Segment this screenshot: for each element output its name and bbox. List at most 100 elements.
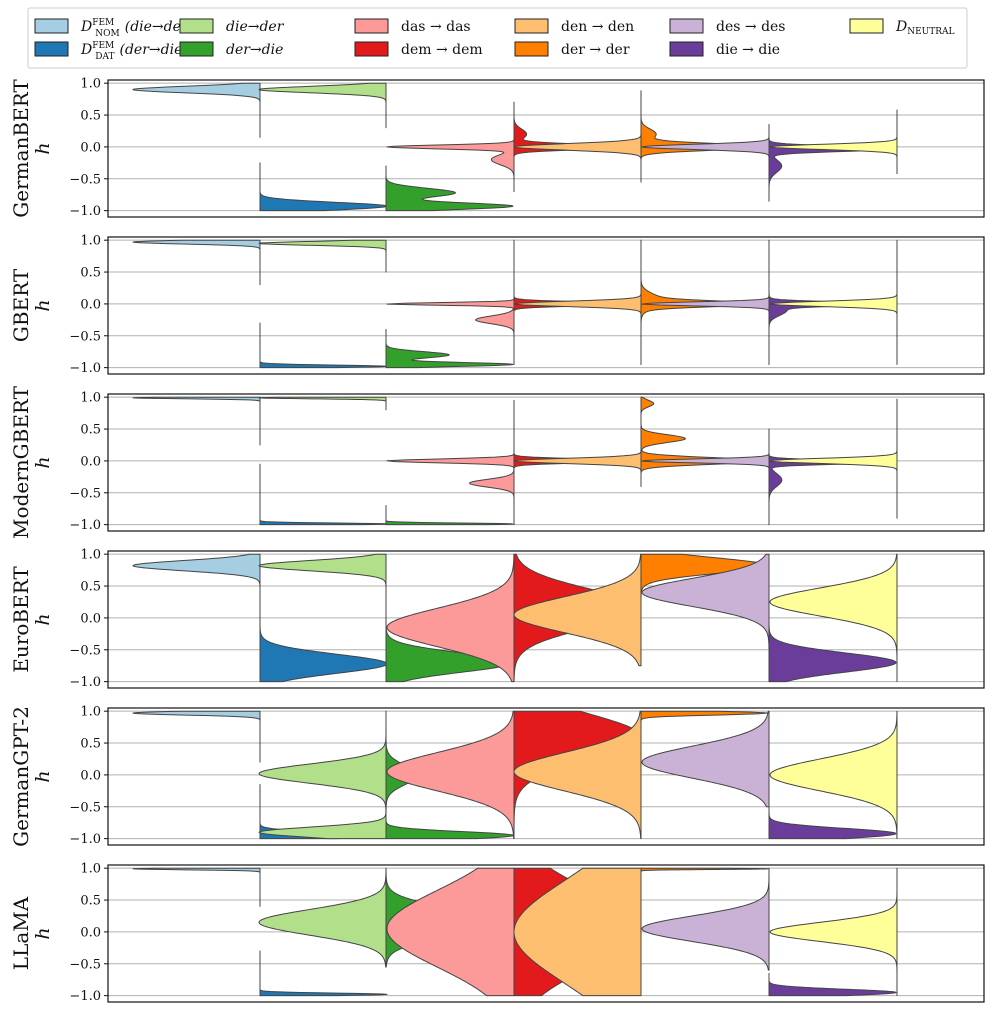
legend: DFEM NOM (die→der) die→der das → das den → de… [27,7,968,69]
violin-half-right-4 [768,428,897,526]
violin-half-left-4 [641,124,770,202]
model-label: ModernGBERT [9,385,33,539]
violin-half-left-5 [769,553,898,683]
panel-ModernGBERT: 1.0 0.5 0.0 −0.5 −1.0 ModernGBERT h [9,385,985,539]
violin-half-right-0 [259,950,388,997]
legend-label: DFEM NOM (die→der) [80,18,193,39]
panel-GermanBERT: 1.0 0.5 0.0 −0.5 −1.0 GermanBERT h [9,77,985,219]
axes-frame [107,236,985,375]
y-axis-label: h [32,927,54,939]
legend-swatch [669,18,704,34]
y-tick-label: 1.0 [80,548,101,563]
y-tick-label: 1.0 [80,234,101,249]
violin-half-left-5 [769,398,898,519]
y-tick-label: −0.5 [69,800,101,815]
y-tick-label: 0.5 [80,737,101,752]
violin-half-left-0 [132,710,261,763]
y-tick-label: 0.0 [80,297,101,312]
violin-half-right-4 [768,617,897,683]
y-tick-label: 0.0 [80,768,101,783]
y-tick-label: −0.5 [69,172,101,187]
violin-half-right-1 [385,505,514,526]
axes-frame [107,393,985,532]
violin-half-right-0 [259,162,388,212]
violin-half-right-3 [640,396,769,487]
legend-label: DNEUTRAL [895,19,955,37]
axes-frame [107,864,985,1003]
violin-half-left-1 [258,239,387,273]
model-label: GermanBERT [9,79,33,218]
legend-swatch [34,18,69,34]
y-tick-label: −0.5 [69,329,101,344]
legend-label: dem → dem [401,42,483,58]
y-tick-label: −1.0 [69,675,101,690]
violin-half-left-3 [513,239,642,365]
model-label: EuroBERT [9,566,33,673]
violin-half-left-1 [258,396,387,411]
legend-swatch [514,41,549,57]
violin-half-left-3 [513,396,642,487]
violin-half-right-3 [640,90,769,183]
y-tick-label: 0.5 [80,109,101,124]
axes-frame [107,550,985,689]
violin-half-left-2 [386,710,515,840]
violin-half-left-4 [641,710,770,808]
y-tick-label: −1.0 [69,989,101,1004]
y-tick-label: −0.5 [69,486,101,501]
y-tick-label: 0.5 [80,894,101,909]
y-tick-label: 0.0 [80,454,101,469]
legend-swatch [34,41,69,57]
y-axis-label: h [32,770,54,782]
legend-label: DFEM DAT (der→die) [80,41,188,62]
legend-swatch [849,18,884,34]
y-tick-label: 0.5 [80,580,101,595]
y-tick-label: 0.0 [80,140,101,155]
model-label: GBERT [9,268,33,342]
violin-half-left-0 [132,396,261,446]
violin-half-right-4 [768,787,897,840]
legend-swatch [354,41,389,57]
violin-half-right-4 [768,124,897,202]
violin-half-right-3 [640,710,769,840]
model-label: LLaMA [9,896,33,970]
model-label: GermanGPT-2 [9,706,33,847]
violin-half-left-2 [386,553,515,683]
violin-half-left-5 [769,710,898,840]
y-tick-label: −1.0 [69,518,101,533]
violin-half-left-3 [513,90,642,183]
panel-LLaMA: 1.0 0.5 0.0 −0.5 −1.0 LLaMA h [9,862,985,1004]
y-tick-label: 0.5 [80,266,101,281]
legend-label: den → den [561,19,634,35]
panel-EuroBERT: 1.0 0.5 0.0 −0.5 −1.0 EuroBERT h [9,548,985,690]
panel-GBERT: 1.0 0.5 0.0 −0.5 −1.0 GBERT h [9,234,985,376]
y-tick-label: 1.0 [80,862,101,877]
y-tick-label: 0.0 [80,611,101,626]
panel-GermanGPT-2: 1.0 0.5 0.0 −0.5 −1.0 GermanGPT-2 h [9,705,985,847]
y-tick-label: −0.5 [69,643,101,658]
legend-label: die → die [716,42,780,58]
violin-half-right-0 [259,604,388,683]
violin-half-right-1 [385,165,514,212]
violin-half-left-3 [513,553,642,667]
violin-half-right-4 [768,972,897,997]
violin-half-left-2 [386,101,515,193]
legend-label: die→der [226,19,285,35]
y-axis-label: h [32,142,54,154]
legend-frame [27,7,968,69]
legend-swatch [669,41,704,57]
legend-swatch [514,18,549,34]
y-axis-label: h [32,456,54,468]
y-axis-label: h [32,613,54,625]
y-tick-label: 1.0 [80,391,101,406]
y-tick-label: −1.0 [69,361,101,376]
violin-half-right-1 [385,328,514,369]
y-tick-label: 0.0 [80,925,101,940]
violin-half-left-1 [258,867,387,968]
y-axis-label: h [32,299,54,311]
violin-half-left-3 [513,867,642,997]
violin-half-left-2 [386,399,515,526]
y-tick-label: 1.0 [80,705,101,720]
axes-frame [107,707,985,846]
